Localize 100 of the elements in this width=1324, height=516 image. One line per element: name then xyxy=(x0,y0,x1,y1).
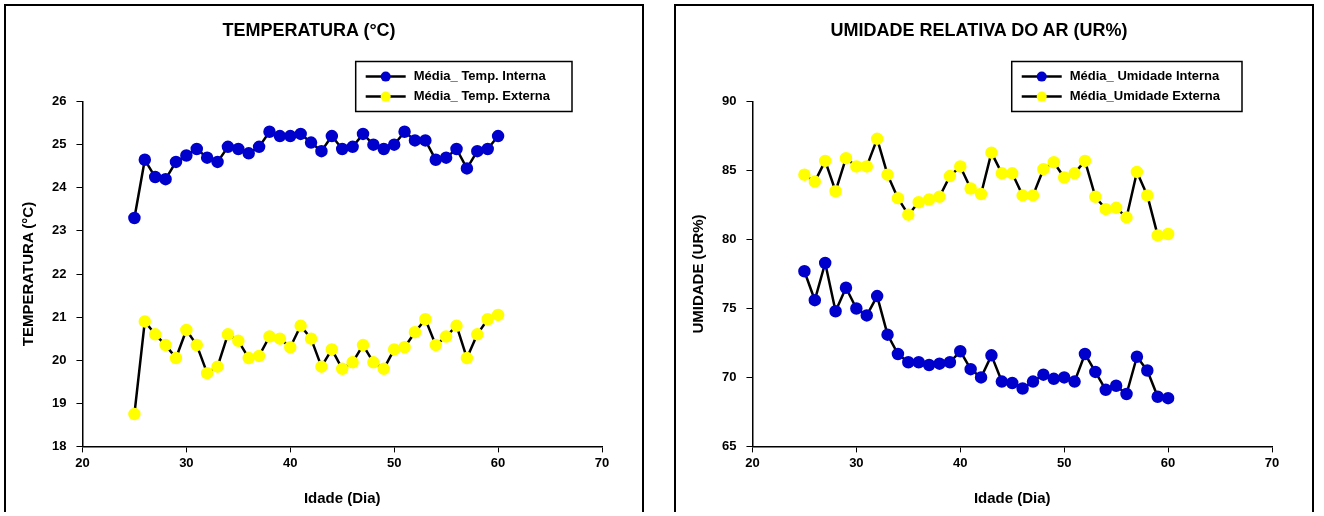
point xyxy=(128,211,141,225)
y-tick-label: 19 xyxy=(51,394,67,410)
point xyxy=(159,172,172,186)
point xyxy=(850,160,863,173)
point xyxy=(128,407,141,421)
point xyxy=(439,330,453,343)
x-tick-label: 40 xyxy=(283,454,298,470)
point xyxy=(860,160,874,173)
x-axis-title: Idade (Dia) xyxy=(303,489,381,507)
point xyxy=(200,366,214,380)
point xyxy=(1016,382,1029,395)
point xyxy=(839,151,853,165)
point xyxy=(1037,368,1050,381)
point xyxy=(481,313,494,326)
point xyxy=(429,153,442,167)
point xyxy=(200,151,214,164)
point xyxy=(242,351,255,365)
point xyxy=(346,140,359,154)
point xyxy=(356,127,370,141)
point xyxy=(252,349,266,363)
point xyxy=(818,154,832,168)
point xyxy=(829,185,842,198)
point xyxy=(304,332,318,345)
point xyxy=(148,170,162,184)
y-tick-label: 23 xyxy=(51,222,67,238)
point xyxy=(1161,391,1175,405)
x-tick-label: 50 xyxy=(386,454,402,470)
point xyxy=(1057,371,1071,384)
point xyxy=(471,144,484,158)
point xyxy=(870,132,884,146)
y-tick-label: 90 xyxy=(721,93,737,109)
point xyxy=(1005,167,1019,180)
point xyxy=(1141,364,1154,377)
point xyxy=(1047,372,1061,386)
point xyxy=(408,325,422,339)
point xyxy=(954,344,967,358)
point xyxy=(377,362,391,376)
y-tick-label: 65 xyxy=(721,437,737,453)
x-tick-label: 70 xyxy=(1264,454,1280,470)
point xyxy=(808,293,822,307)
x-axis-title: Idade (Dia) xyxy=(973,489,1051,507)
point xyxy=(943,169,957,183)
point xyxy=(367,138,380,151)
point xyxy=(964,182,977,195)
x-tick-label: 30 xyxy=(849,454,864,470)
point xyxy=(933,357,946,370)
point xyxy=(1109,379,1123,392)
x-tick-label: 30 xyxy=(179,454,194,470)
point xyxy=(808,175,822,188)
y-tick-label: 22 xyxy=(51,265,67,281)
point xyxy=(169,155,183,169)
point xyxy=(798,168,811,181)
point xyxy=(387,343,401,356)
point xyxy=(491,308,505,322)
point xyxy=(1068,167,1081,180)
point xyxy=(1089,365,1102,379)
point xyxy=(408,134,422,147)
point xyxy=(294,127,307,141)
point xyxy=(450,142,463,156)
point xyxy=(922,193,936,206)
point xyxy=(1151,229,1164,242)
point xyxy=(273,129,287,143)
y-tick-label: 20 xyxy=(51,351,67,367)
point xyxy=(964,362,977,376)
y-tick-label: 26 xyxy=(51,93,67,109)
point xyxy=(138,153,152,167)
point xyxy=(1089,190,1102,204)
point xyxy=(356,338,370,352)
point xyxy=(315,360,328,373)
point xyxy=(335,142,349,156)
y-axis-title: TEMPERATURA (°C) xyxy=(19,201,37,347)
point xyxy=(263,125,276,139)
point xyxy=(818,256,832,270)
point xyxy=(954,160,967,173)
point xyxy=(304,136,318,149)
point xyxy=(159,338,172,352)
point xyxy=(419,313,432,326)
point xyxy=(870,289,884,303)
point xyxy=(1151,390,1164,403)
x-tick-label: 70 xyxy=(594,454,610,470)
point xyxy=(922,358,936,372)
point xyxy=(211,155,224,169)
point xyxy=(284,129,297,143)
y-tick-label: 21 xyxy=(51,308,67,324)
point xyxy=(943,356,957,369)
point xyxy=(221,328,235,341)
x-tick-label: 60 xyxy=(1160,454,1176,470)
y-tick-label: 70 xyxy=(721,369,737,385)
point xyxy=(315,144,328,158)
legend-label: Média_ Umidade Interna xyxy=(1069,68,1221,84)
point xyxy=(995,167,1009,180)
point xyxy=(850,302,863,315)
x-tick-label: 20 xyxy=(75,454,90,470)
point xyxy=(429,338,442,352)
chart-title: TEMPERATURA (°C) xyxy=(222,19,396,40)
point xyxy=(974,371,988,384)
point xyxy=(1130,350,1144,363)
point xyxy=(1047,156,1061,169)
y-tick-label: 25 xyxy=(51,136,67,152)
point xyxy=(387,138,401,151)
